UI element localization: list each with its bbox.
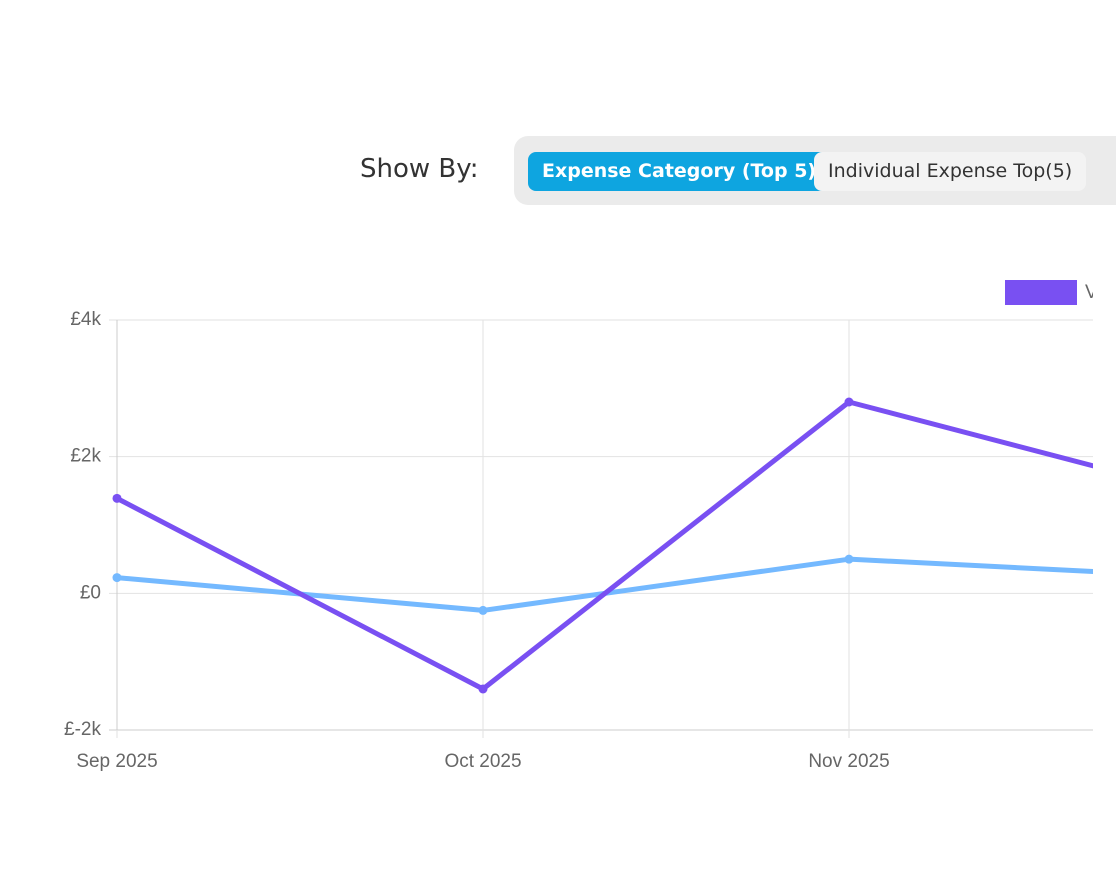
y-tick-label: £2k [70, 446, 101, 467]
x-tick-label: Sep 2025 [76, 751, 157, 772]
series-line [116, 556, 1093, 613]
y-tick-label: £-2k [64, 719, 101, 740]
y-tick-label: £4k [70, 309, 101, 330]
show-by-label: Show By: [360, 154, 479, 184]
toggle-button[interactable]: Individual Expense Top(5) [814, 152, 1087, 191]
toggle-group: Expense Category (Top 5) Individual Expe… [514, 136, 1116, 205]
x-tick-label: Nov 2025 [808, 751, 889, 772]
legend-label: V [1085, 282, 1093, 303]
toggle-button[interactable]: Expense Category (Top 5) [528, 152, 831, 191]
y-tick-label: £0 [80, 582, 101, 603]
point [112, 493, 122, 503]
chart: £-2k £0 £2k £4k Sep 2025 Oct 2025 Nov 2025 V [64, 280, 1093, 772]
point [112, 573, 122, 583]
point [478, 684, 488, 694]
x-tick-label: Oct 2025 [444, 751, 521, 772]
series-line [115, 399, 1093, 692]
point [844, 397, 854, 407]
point [844, 554, 854, 564]
legend-swatch [1005, 280, 1077, 305]
point [478, 605, 488, 615]
